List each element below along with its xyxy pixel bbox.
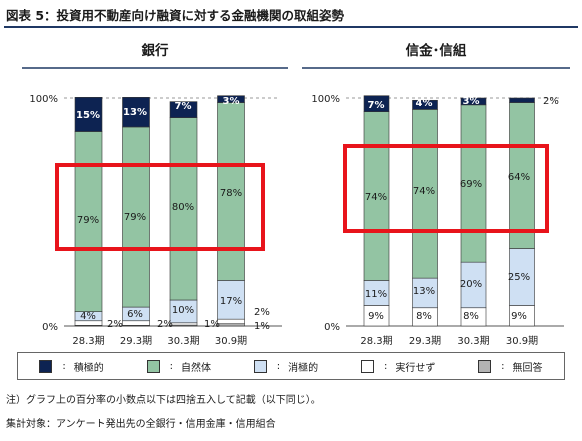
data-label-shinkin-1: 8%	[416, 311, 432, 322]
data-label-bank-0: 2%	[107, 319, 123, 330]
bar-segment-bank-1-3	[122, 126, 150, 308]
bar-segment-bank-1-4	[122, 97, 150, 128]
data-label-shinkin-2: 69%	[460, 179, 482, 190]
data-label-bank-3: 78%	[220, 188, 242, 199]
legend-item-2: : 消極的	[253, 359, 319, 374]
bar-segment-shinkin-0-3	[363, 111, 390, 281]
x-tick-label-shinkin-3: 30.9期	[506, 335, 538, 347]
x-tick-label-bank-0: 28.3期	[72, 335, 104, 347]
panel-title-shinkin: 信金･信組	[406, 42, 467, 59]
bar-segment-bank-3-1	[217, 318, 245, 325]
legend-item-0: : 積極的	[39, 359, 104, 374]
legend-swatch	[253, 359, 267, 373]
data-label-bank-3: 3%	[223, 96, 240, 107]
data-label-shinkin-1: 13%	[413, 286, 435, 297]
bar-segment-bank-3-4	[217, 95, 245, 103]
y-tick-label-bottom-bank: 0%	[42, 322, 58, 333]
data-label-bank-3: 1%	[254, 321, 270, 332]
legend-item-1: : 自然体	[146, 359, 211, 374]
data-label-bank-0: 4%	[80, 311, 96, 322]
legend-separator: :	[169, 360, 173, 372]
chart-legend: : 積極的: 自然体: 消極的: 実行せず: 無回答	[17, 352, 565, 380]
data-label-bank-2: 1%	[204, 319, 220, 330]
bar-segment-bank-2-4	[169, 101, 198, 118]
bar-segment-bank-2-1	[169, 322, 198, 326]
bar-segment-bank-1-1	[122, 320, 150, 326]
x-tick-label-shinkin-0: 28.3期	[360, 335, 392, 347]
data-label-bank-1: 13%	[123, 107, 147, 118]
data-label-shinkin-2: 20%	[460, 279, 482, 290]
data-label-shinkin-1: 74%	[413, 186, 435, 197]
bar-segment-bank-3-2	[217, 280, 245, 320]
data-label-shinkin-3: 64%	[508, 172, 530, 183]
data-label-bank-0: 15%	[76, 110, 100, 121]
data-label-shinkin-3: 2%	[543, 96, 559, 107]
data-label-shinkin-3: 9%	[511, 311, 527, 322]
legend-item-3: : 実行せず	[360, 359, 436, 374]
bar-segment-shinkin-2-4	[460, 97, 487, 106]
x-tick-label-bank-2: 30.3期	[167, 335, 199, 347]
legend-swatch	[146, 359, 160, 373]
x-tick-label-bank-3: 30.9期	[215, 335, 247, 347]
title-underline	[4, 26, 578, 28]
legend-label: 積極的	[73, 362, 104, 374]
data-label-shinkin-0: 74%	[365, 192, 387, 203]
bar-segment-shinkin-3-2	[509, 248, 535, 306]
data-label-bank-3: 2%	[254, 307, 270, 318]
data-label-bank-2: 10%	[172, 305, 194, 316]
data-label-shinkin-3: 25%	[508, 272, 530, 283]
data-label-shinkin-2: 8%	[463, 311, 479, 322]
panel-title-bank: 銀行	[142, 42, 169, 59]
bar-segment-shinkin-1-2	[412, 277, 438, 309]
highlight-box-bank	[55, 163, 265, 251]
stacked-bar-charts: 銀行 100% 0% 28.3期 29.3期 30.3期 30.9期 信金･信組 100% 0% 2…	[22, 42, 570, 347]
legend-separator: :	[276, 360, 281, 372]
highlight-box-shinkin	[343, 144, 549, 233]
legend-separator: :	[62, 360, 66, 372]
legend-label: 無回答	[512, 362, 543, 374]
x-tick-label-shinkin-2: 30.3期	[457, 335, 489, 347]
y-tick-label-bottom-shinkin: 0%	[324, 322, 340, 333]
data-label-shinkin-0: 11%	[365, 289, 387, 300]
bar-segment-shinkin-2-2	[460, 261, 487, 309]
data-label-shinkin-2: 3%	[463, 96, 480, 107]
bar-segment-shinkin-3-4	[509, 97, 535, 103]
bar-segment-bank-3-0	[217, 323, 245, 327]
bar-segment-shinkin-3-3	[509, 102, 535, 249]
data-label-bank-1: 2%	[157, 319, 173, 330]
x-tick-label-bank-1: 29.3期	[120, 335, 152, 347]
bar-segment-shinkin-1-3	[412, 109, 438, 279]
bar-segment-shinkin-1-4	[412, 99, 438, 110]
figure-title: 図表 5：投資用不動産向け融資に対する金融機関の取組姿勢	[6, 8, 345, 23]
x-tick-label-shinkin-1: 29.3期	[409, 335, 441, 347]
bar-segment-bank-0-4	[74, 97, 103, 132]
data-label-bank-0: 79%	[77, 215, 99, 226]
data-label-bank-2: 7%	[175, 101, 192, 112]
legend-separator: :	[501, 360, 505, 372]
data-label-bank-2: 80%	[172, 202, 194, 213]
legend-swatch	[360, 359, 374, 373]
y-tick-label-top-bank: 100%	[29, 94, 58, 105]
legend-label: 消極的	[288, 362, 319, 374]
bar-segment-shinkin-2-3	[460, 104, 487, 263]
source-note: 集計対象：アンケート発出先の全銀行・信用金庫・信用組合	[6, 419, 276, 430]
legend-label: 実行せず	[395, 362, 436, 374]
data-label-shinkin-1: 4%	[416, 98, 433, 109]
data-label-bank-1: 6%	[127, 309, 143, 320]
data-label-shinkin-0: 7%	[368, 100, 385, 111]
y-tick-label-top-shinkin: 100%	[311, 94, 340, 105]
bar-segment-bank-2-3	[169, 117, 198, 301]
legend-label: 自然体	[180, 362, 211, 374]
data-label-shinkin-0: 9%	[368, 311, 384, 322]
legend-swatch	[478, 359, 492, 373]
legend-separator: :	[383, 360, 388, 372]
data-label-bank-1: 79%	[124, 212, 146, 223]
data-label-bank-3: 17%	[220, 296, 242, 307]
legend-swatch	[39, 359, 53, 373]
legend-item-4: : 無回答	[478, 359, 543, 374]
bar-segment-shinkin-0-4	[363, 95, 390, 112]
footnote: 注）グラフ上の百分率の小数点以下は四捨五入して記載（以下同じ）。	[6, 395, 321, 406]
